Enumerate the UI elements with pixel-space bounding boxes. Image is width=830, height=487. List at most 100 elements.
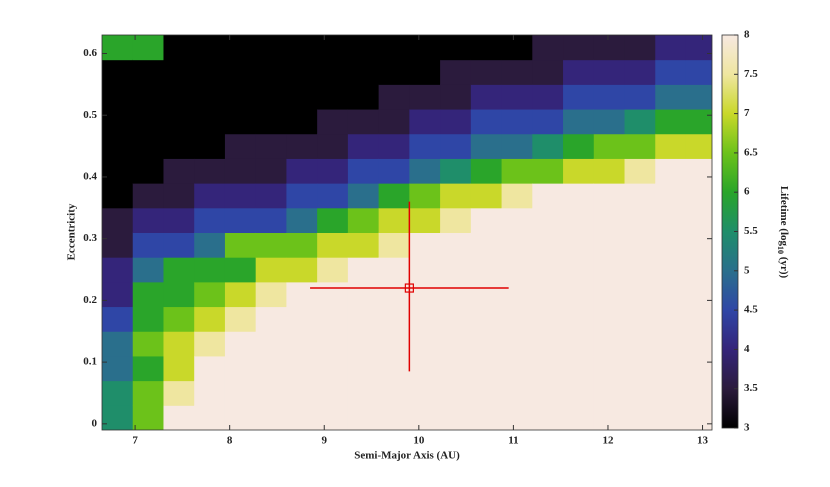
heat-cell [102,405,134,430]
heat-cell [409,331,441,357]
heat-cell [593,59,626,85]
heat-cell [378,59,410,85]
y-tick-label: 0.6 [83,47,97,59]
heat-cell [409,405,441,430]
heat-cell [563,281,595,308]
heat-cell [440,183,472,209]
heat-cell [440,133,472,159]
heat-cell [286,109,318,135]
heat-cell [501,35,533,61]
colorbar-tick-label: 5.5 [744,225,758,237]
heat-cell [440,281,472,308]
y-tick-label: 0.2 [83,294,97,306]
heat-cell [501,207,533,233]
marker-box [404,283,414,293]
heat-cell [194,331,226,357]
heat-cell [347,59,380,85]
heat-cell [347,355,380,382]
heat-cell [286,405,318,430]
heat-cell [347,405,380,430]
heat-cell [440,257,472,283]
heat-cell [532,281,564,308]
heat-cell [224,306,257,332]
heat-cell [501,281,533,308]
heat-cell [685,355,712,382]
heat-cell [194,109,226,135]
heat-cell [655,35,687,61]
heat-cell [593,355,626,382]
x-tick-label: 12 [602,435,614,447]
heat-cell [685,35,712,61]
heat-cell [224,133,257,159]
heat-cell [194,133,226,159]
heat-cell [378,133,410,159]
heat-cell [163,158,195,184]
heat-cell [532,355,564,382]
heat-cell [224,281,257,308]
heat-cell [409,306,441,332]
heat-cell [317,158,349,184]
heat-cell [593,306,626,332]
heat-cell [532,331,564,357]
heat-cell [132,84,164,110]
heat-cell [685,109,712,135]
heat-cell [624,59,656,85]
colorbar-label: Lifetime (log10 (yr)) [776,186,790,279]
heat-cell [470,133,503,159]
heat-cell [685,158,712,184]
heat-cell [132,232,164,258]
heat-cell [102,183,134,209]
heat-cell [132,355,164,382]
heat-cell [378,158,410,184]
heat-cell [317,380,349,406]
y-tick-label: 0.5 [83,109,97,121]
heat-cell [132,133,164,159]
x-tick-label: 10 [413,435,425,447]
heat-cell [286,35,318,61]
heat-cell [194,35,226,61]
y-axis-label: Eccentricity [66,203,78,260]
heat-cell [378,207,410,233]
heat-cell [132,306,164,332]
heat-cell [409,109,441,135]
y-tick-label: 0.3 [83,232,97,244]
heat-cell [194,207,226,233]
heat-cell [685,405,712,430]
heat-cell [470,207,503,233]
heat-cell [532,380,564,406]
heat-cell [563,183,595,209]
heat-cell [317,331,349,357]
heat-cell [255,59,287,85]
heat-cell [409,183,441,209]
heat-cell [532,257,564,283]
heat-cell [224,84,257,110]
heat-cell [255,158,287,184]
heat-cell [532,59,564,85]
heat-cell [532,158,564,184]
heat-cell [132,109,164,135]
heat-cell [501,133,533,159]
heat-cell [347,232,380,258]
heat-cell [655,158,687,184]
colorbar-tick-label: 8 [744,29,750,41]
heat-cell [194,380,226,406]
heat-cell [563,232,595,258]
heat-cell [593,331,626,357]
heat-cell [655,405,687,430]
heat-cell [470,306,503,332]
heat-cell [286,158,318,184]
heat-cell [224,355,257,382]
heat-cell [347,257,380,283]
heat-cell [286,281,318,308]
heat-cell [624,331,656,357]
heat-cell [102,109,134,135]
heat-cell [655,306,687,332]
heat-cell [409,35,441,61]
heat-cell [347,380,380,406]
heat-cell [224,158,257,184]
heat-cell [501,331,533,357]
heat-cell [685,207,712,233]
heat-cell [378,331,410,357]
heat-cell [102,331,134,357]
heat-cell [317,35,349,61]
